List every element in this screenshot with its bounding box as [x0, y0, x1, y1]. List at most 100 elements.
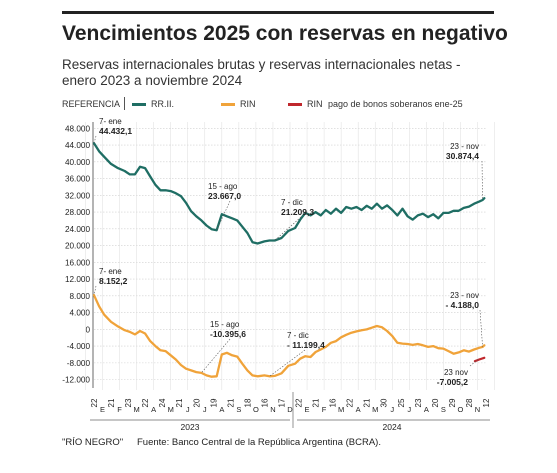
source-text: Fuente: Banco Central de la República Ar…: [137, 437, 381, 448]
y-tick-label-12: 0: [85, 325, 90, 334]
annotation-date-2: 7 - dic: [281, 198, 303, 207]
x-month-label-0: E: [100, 405, 105, 414]
y-tick-label-7: 20.000: [65, 242, 90, 251]
annotation-leader-3: [481, 160, 483, 201]
x-month-label-8: S: [236, 405, 241, 414]
x-month-label-10: N: [270, 405, 275, 414]
annotation-value-5: -10.395,6: [210, 329, 246, 339]
x-day-label-17: 30: [380, 398, 389, 407]
y-tick-label-4: 32.000: [65, 191, 90, 200]
x-day-label-15: 22: [346, 398, 355, 407]
y-tick-label-11: 4.000: [70, 309, 91, 318]
annotation-leader-5: [201, 338, 231, 374]
annotation-leader-2: [274, 216, 302, 241]
x-month-label-20: S: [441, 405, 446, 414]
y-tick-label-10: 8.000: [70, 292, 91, 301]
y-tick-label-5: 28.000: [65, 208, 90, 217]
x-day-label-16: 21: [363, 398, 372, 407]
x-month-label-6: J: [203, 405, 207, 414]
annotation-value-2: 21.209,3: [281, 207, 314, 217]
annotation-date-3: 23 - nov: [450, 142, 479, 151]
x-month-label-11: D: [287, 405, 293, 414]
x-day-label-13: 21: [312, 398, 321, 407]
x-month-label-15: A: [356, 405, 361, 414]
x-day-label-23: 12: [482, 398, 491, 407]
x-day-label-10: 16: [260, 398, 269, 407]
annotation-leader-0: [93, 135, 97, 144]
x-day-label-0: 22: [90, 398, 99, 407]
x-month-label-7: A: [219, 405, 224, 414]
x-day-label-3: 22: [141, 398, 150, 407]
x-month-label-19: A: [424, 405, 429, 414]
y-tick-label-8: 16.000: [65, 258, 90, 267]
x-month-label-22: N: [475, 405, 480, 414]
x-day-label-7: 19: [209, 398, 218, 407]
x-day-label-9: 18: [243, 398, 252, 407]
x-day-label-20: 20: [431, 398, 440, 407]
x-day-label-12: 22: [295, 398, 304, 407]
annotation-leader-4: [93, 285, 97, 296]
annotation-value-8: -7.005,2: [437, 377, 468, 387]
x-day-label-8: 21: [226, 398, 235, 407]
x-month-label-2: M: [133, 405, 139, 414]
legend-label-rrii: RR.II.: [151, 99, 175, 109]
x-day-label-5: 21: [175, 398, 184, 407]
x-day-label-18: 25: [397, 398, 406, 407]
annotation-date-1: 15 - ago: [208, 182, 238, 191]
annotation-leader-6: [269, 349, 306, 377]
x-month-label-3: A: [151, 405, 156, 414]
annotation-value-4: 8.152,2: [99, 276, 128, 286]
top-rule: [62, 11, 494, 14]
x-day-label-6: 20: [192, 398, 201, 407]
y-tick-label-0: 48.000: [65, 124, 90, 133]
y-tick-label-1: 44.000: [65, 141, 90, 150]
x-day-label-14: 16: [329, 398, 338, 407]
annotation-date-4: 7- ene: [99, 267, 122, 276]
x-month-label-13: F: [322, 405, 327, 414]
x-day-label-11: 17: [277, 398, 286, 407]
x-day-label-19: 23: [414, 398, 423, 407]
annotation-value-7: - 4.188,0: [445, 300, 479, 310]
x-day-label-1: 21: [107, 398, 116, 407]
legend-swatch-rrii: [132, 103, 146, 106]
legend-label-rin-pago: RIN: [307, 99, 323, 109]
y-tick-label-14: -8.000: [67, 359, 91, 368]
annotation-date-0: 7- ene: [99, 117, 122, 126]
annotation-date-7: 23 - nov: [450, 291, 479, 300]
legend-divider: [124, 97, 125, 110]
y-tick-label-15: -12.000: [62, 376, 90, 385]
year-label-2024: 2024: [383, 422, 402, 432]
annotation-date-8: 23 nov: [444, 368, 468, 377]
chart-title: Vencimientos 2025 con reservas en negati…: [62, 22, 508, 45]
legend-swatch-rin: [221, 103, 235, 106]
annotation-value-3: 30.874,4: [446, 151, 479, 161]
annotation-value-1: 23.667,0: [208, 191, 241, 201]
annotation-leader-7: [479, 309, 483, 347]
annotation-value-0: 44.432,1: [99, 126, 132, 136]
legend-swatch-rin-pago: [288, 103, 302, 106]
y-tick-label-6: 24.000: [65, 225, 90, 234]
credit-text: "RÍO NEGRO": [62, 437, 124, 448]
annotation-leader-1: [216, 200, 231, 231]
series-line-2: [473, 356, 486, 363]
y-tick-label-2: 40.000: [65, 158, 90, 167]
x-month-label-12: E: [305, 405, 310, 414]
x-day-label-4: 24: [158, 398, 167, 407]
x-day-label-2: 23: [124, 398, 133, 407]
x-month-label-5: J: [186, 405, 190, 414]
legend-note-rin-pago: pago de bonos soberanos ene-25: [328, 99, 463, 109]
x-day-label-22: 28: [465, 398, 474, 407]
series-line-1: [92, 294, 486, 378]
x-month-label-17: J: [390, 405, 394, 414]
series-line-0: [92, 142, 486, 245]
x-month-label-9: O: [253, 405, 259, 414]
y-tick-label-3: 36.000: [65, 175, 90, 184]
y-tick-label-9: 12.000: [65, 275, 90, 284]
annotation-date-5: 15 - ago: [210, 320, 240, 329]
x-month-label-18: J: [407, 405, 411, 414]
chart-subtitle: Reservas internacionales brutas y reserv…: [62, 57, 461, 88]
x-day-label-21: 29: [448, 398, 457, 407]
x-month-label-16: M: [372, 405, 378, 414]
x-month-label-1: F: [117, 405, 122, 414]
